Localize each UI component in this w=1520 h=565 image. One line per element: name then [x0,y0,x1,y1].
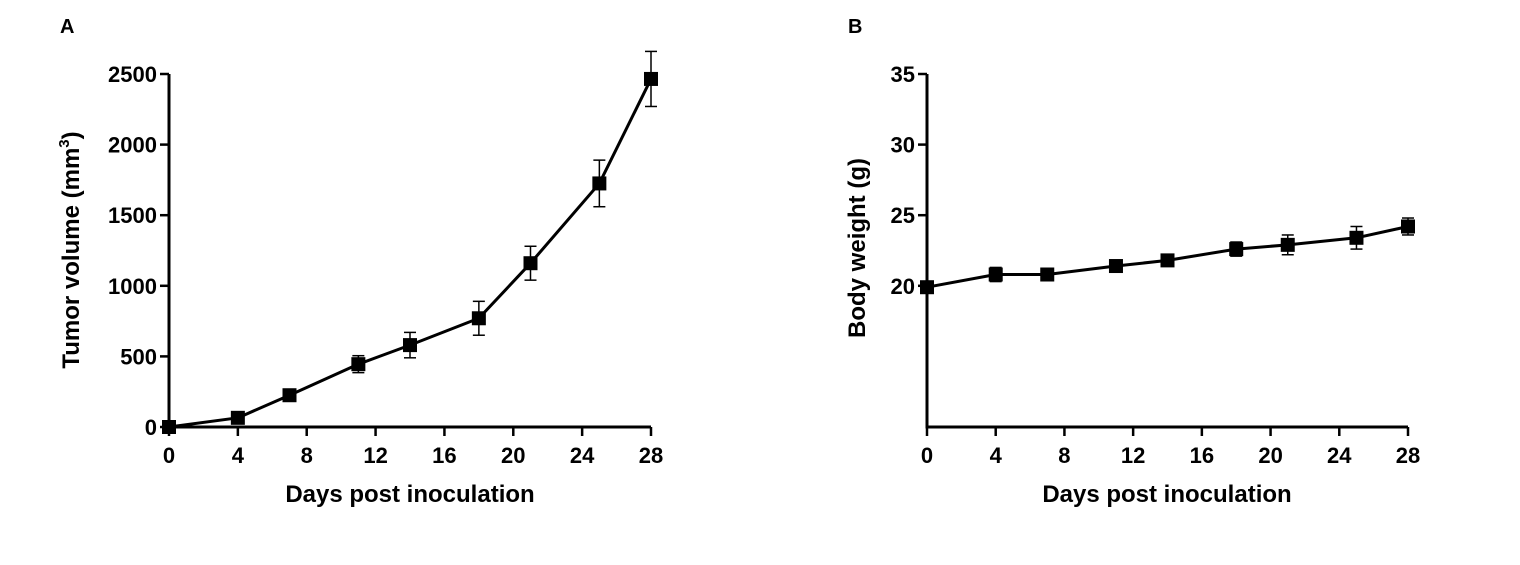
panel-a-data-point [230,410,245,425]
panel-b: B Body weight (g) Days post inoculation … [844,16,1420,508]
panel-a-ylabel-main: Tumor volume (mm [58,148,85,369]
panel-b-plot: 0 4 8 12 16 20 24 28 20 25 30 35 [891,62,1421,468]
panel-a-y-tick-label: 1500 [108,203,157,228]
panel-b-x-tick-label: 0 [921,443,933,468]
panel-a-x-tick-label: 8 [301,443,313,468]
panel-b-x-tick-label: 8 [1058,443,1070,468]
panel-a-plot: 0 4 8 12 16 20 24 28 0 500 1000 1500 2000 2500 [108,50,663,468]
panel-a-ylabel-tail: ) [58,131,85,139]
panel-a-data-point [162,420,176,434]
panel-a-data-point [523,256,538,271]
panel-a-data-point [592,176,607,191]
svg-text:Tumor volume (mm3): Tumor volume (mm3) [56,131,85,368]
panel-a-y-tick-label: 1000 [108,274,157,299]
panel-a-data-point [471,311,486,326]
panel-a-data-point [644,71,658,86]
panel-b-letter: B [848,16,862,38]
panel-a: A Tumor volume (mm3) Days post inoculati… [56,16,663,508]
panel-a-x-tick-label: 20 [501,443,525,468]
panel-a-x-tick-label: 4 [232,443,245,468]
panel-b-x-tick-label: 4 [990,443,1003,468]
panel-a-ylabel: Tumor volume (mm3) [56,131,85,368]
panel-a-y-tick-label: 500 [120,344,157,369]
panel-a-x-tick-label: 16 [432,443,456,468]
panel-a-letter: A [60,16,74,38]
panel-b-data-point [920,280,934,295]
panel-b-data-point [1401,219,1415,234]
panel-a-x-tick-label: 12 [363,443,387,468]
panel-b-y-tick-label: 25 [891,203,915,228]
panel-b-y-tick-label: 35 [891,62,915,87]
panel-b-y-tick-label: 30 [891,133,915,158]
panel-b-data-point [1229,242,1244,257]
panel-a-y-tick-label: 2000 [108,133,157,158]
panel-b-data-point [1160,253,1175,268]
panel-a-x-tick-label: 24 [570,443,595,468]
panel-a-data-point [351,357,366,372]
panel-a-x-tick-label: 0 [163,443,175,468]
panel-b-data-point [988,267,1003,282]
panel-b-data-point [1349,230,1364,245]
panel-b-x-tick-label: 28 [1396,443,1420,468]
panel-a-data-point [403,338,417,353]
panel-b-data-point [1040,267,1055,282]
panel-b-x-tick-label: 20 [1258,443,1282,468]
panel-a-y-tick-label: 2500 [108,62,157,87]
panel-b-y-tick-label: 20 [891,274,915,299]
panel-b-x-tick-label: 16 [1190,443,1214,468]
panel-b-x-tick-label: 24 [1327,443,1352,468]
panel-a-series-line [168,78,653,429]
panel-a-x-tick-label: 28 [639,443,663,468]
panel-b-ylabel: Body weight (g) [844,158,871,338]
panel-b-x-tick-label: 12 [1121,443,1145,468]
panel-b-data-point [1108,259,1123,274]
panel-a-ylabel-sup: 3 [56,139,73,147]
panel-a-data-point [282,388,297,403]
panel-b-xlabel: Days post inoculation [1042,481,1291,508]
panel-a-y-tick-label: 0 [145,415,157,440]
panel-b-data-point [1280,237,1295,252]
panel-a-xlabel: Days post inoculation [285,481,534,508]
